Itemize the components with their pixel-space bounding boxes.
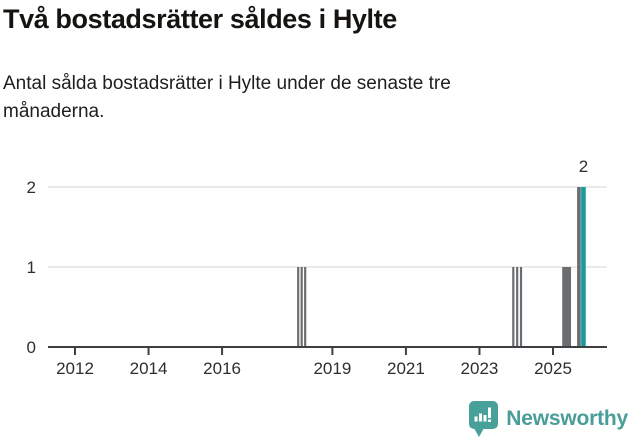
bar bbox=[519, 267, 523, 347]
bar bbox=[300, 267, 303, 347]
x-axis-tick-label: 2012 bbox=[56, 359, 94, 378]
y-axis-tick-label: 0 bbox=[27, 338, 36, 357]
y-axis-tick-label: 2 bbox=[27, 178, 36, 197]
bar bbox=[516, 267, 519, 347]
x-axis-tick-label: 2016 bbox=[203, 359, 241, 378]
bar bbox=[512, 267, 515, 347]
bar-chart: 0 1 2 2 2012 2014 2016 2019 2021 2023 2025 bbox=[27, 157, 607, 378]
chart-subtitle: Antal sålda bostadsrätter i Hylte under … bbox=[3, 73, 451, 122]
bar bbox=[297, 267, 300, 347]
newsworthy-logo-text: Newsworthy bbox=[506, 407, 628, 430]
bar bbox=[577, 187, 581, 347]
x-axis-tick-label: 2025 bbox=[534, 359, 572, 378]
newsworthy-logo-link[interactable]: Newsworthy bbox=[467, 400, 628, 438]
bar bbox=[304, 267, 307, 347]
x-axis-tick-label: 2023 bbox=[461, 359, 499, 378]
x-axis-tick-label: 2019 bbox=[313, 359, 351, 378]
x-axis-tick-label: 2014 bbox=[130, 359, 168, 378]
x-axis-tick-label: 2021 bbox=[387, 359, 425, 378]
newsworthy-logo-icon bbox=[469, 401, 499, 437]
chart-title: Två bostadsrätter såldes i Hylte bbox=[3, 4, 397, 34]
bar bbox=[562, 267, 572, 347]
highlighted-bar bbox=[581, 187, 586, 347]
bar-value-label: 2 bbox=[579, 157, 588, 176]
y-axis-tick-label: 1 bbox=[27, 258, 36, 277]
